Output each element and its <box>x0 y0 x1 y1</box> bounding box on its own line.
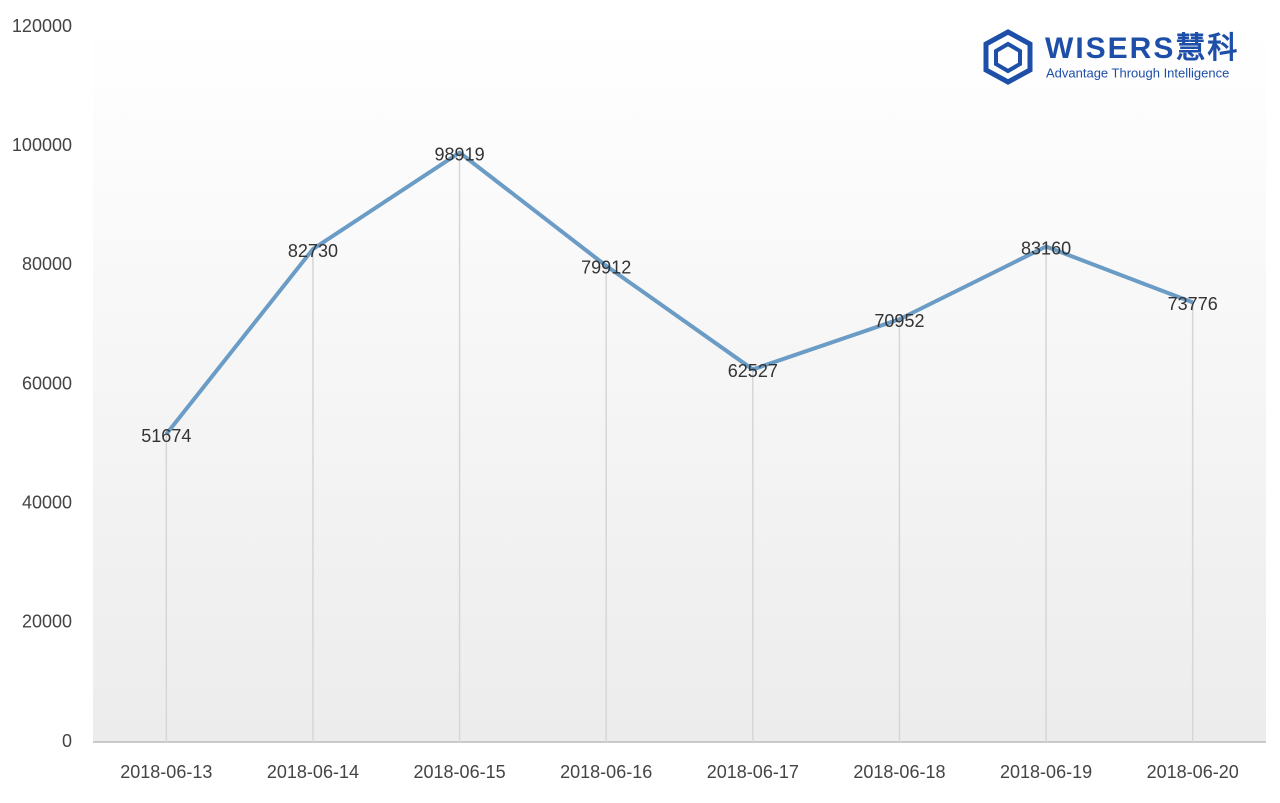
data-label: 98919 <box>435 144 485 164</box>
logo-icon-inner <box>994 41 1022 74</box>
x-tick-label: 2018-06-14 <box>267 762 359 782</box>
plot-background <box>93 27 1266 742</box>
x-tick-label: 2018-06-16 <box>560 762 652 782</box>
y-tick-label: 20000 <box>22 612 72 632</box>
data-label: 73776 <box>1168 294 1218 314</box>
logo: WISERS慧科 Advantage Through Intelligence <box>983 29 1239 85</box>
logo-tagline: Advantage Through Intelligence <box>1046 65 1229 80</box>
data-label: 79912 <box>581 258 631 278</box>
data-label: 83160 <box>1021 238 1071 258</box>
data-label: 62527 <box>728 361 778 381</box>
data-label: 70952 <box>874 311 924 331</box>
y-tick-label: 60000 <box>22 373 72 393</box>
data-label: 51674 <box>141 426 191 446</box>
logo-icon <box>983 29 1033 85</box>
x-tick-label: 2018-06-17 <box>707 762 799 782</box>
y-tick-label: 0 <box>62 731 72 751</box>
x-tick-label: 2018-06-13 <box>120 762 212 782</box>
y-tick-label: 80000 <box>22 254 72 274</box>
logo-name: WISERS慧科 <box>1045 32 1239 65</box>
y-tick-label: 100000 <box>12 135 72 155</box>
x-tick-label: 2018-06-15 <box>414 762 506 782</box>
x-tick-label: 2018-06-18 <box>853 762 945 782</box>
data-label: 82730 <box>288 241 338 261</box>
x-tick-label: 2018-06-19 <box>1000 762 1092 782</box>
y-tick-label: 40000 <box>22 492 72 512</box>
x-tick-label: 2018-06-20 <box>1147 762 1239 782</box>
y-tick-label: 120000 <box>12 16 72 36</box>
series-line <box>164 150 1194 436</box>
